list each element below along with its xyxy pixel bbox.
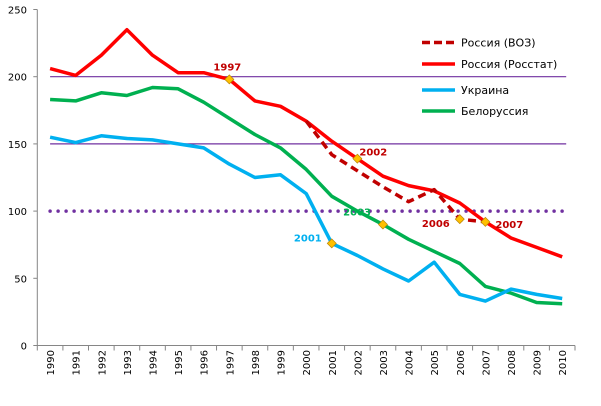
x-tick-label: 1996 bbox=[200, 350, 211, 375]
marker-2007 bbox=[480, 216, 491, 227]
legend-label-0: Россия (ВОЗ) bbox=[461, 37, 536, 50]
series-lines bbox=[49, 27, 563, 306]
marker-2003 bbox=[377, 219, 388, 230]
x-tick-label: 2001 bbox=[328, 350, 339, 375]
x-tick-label: 2005 bbox=[430, 350, 441, 375]
reference-lines bbox=[48, 76, 567, 213]
x-tick-label: 2002 bbox=[353, 350, 364, 375]
y-tick-label: 100 bbox=[8, 207, 27, 218]
x-tick-label: 1990 bbox=[46, 350, 57, 375]
annotation-label-2007: 2007 bbox=[495, 220, 523, 231]
y-tick-label: 250 bbox=[8, 6, 27, 17]
x-tick-label: 1999 bbox=[277, 350, 288, 375]
y-tick-label: 150 bbox=[8, 140, 27, 151]
series-line-belarus bbox=[50, 85, 563, 306]
x-tick-label: 2008 bbox=[507, 350, 518, 375]
x-tick-label: 1992 bbox=[97, 350, 108, 375]
annotation-label-2003: 2003 bbox=[343, 208, 371, 219]
y-tick-label: 200 bbox=[8, 73, 27, 84]
x-tick-label: 2004 bbox=[405, 350, 416, 375]
x-tick-label: 1991 bbox=[72, 350, 83, 375]
marker-2006 bbox=[454, 214, 465, 225]
series-line-ukraine bbox=[49, 134, 563, 303]
axes: 0 50 100 150 200 250 1990 1991 1992 1993 1994 1995 1… bbox=[8, 6, 576, 376]
x-tick-label: 1994 bbox=[149, 350, 160, 375]
legend-label-3: Белоруссия bbox=[461, 105, 528, 118]
marker-2001 bbox=[326, 238, 337, 249]
annotation-label-2006: 2006 bbox=[422, 219, 450, 230]
x-tick-label: 1997 bbox=[225, 350, 236, 375]
x-tick-label: 2000 bbox=[302, 350, 313, 375]
x-tick-label: 1995 bbox=[174, 350, 185, 375]
series-line-russia-who bbox=[304, 120, 486, 224]
annotation-label-2002: 2002 bbox=[359, 148, 387, 159]
legend-label-1: Россия (Росстат) bbox=[461, 58, 557, 71]
annotation-label-2001: 2001 bbox=[294, 233, 322, 244]
x-tick-label: 2009 bbox=[533, 350, 544, 375]
marker-1997 bbox=[224, 74, 235, 85]
x-tick-label: 2010 bbox=[558, 350, 569, 375]
legend-label-2: Украина bbox=[461, 84, 509, 97]
y-tick-label: 0 bbox=[21, 342, 27, 353]
marker-2002 bbox=[352, 153, 363, 164]
legend: Россия (ВОЗ) Россия (Росстат) Украина Белор… bbox=[422, 37, 557, 118]
x-tick-label: 2007 bbox=[481, 350, 492, 375]
x-tick-label: 1993 bbox=[123, 350, 134, 375]
x-tick-label: 1998 bbox=[251, 350, 262, 375]
x-tick-label: 2006 bbox=[456, 350, 467, 375]
y-tick-label: 50 bbox=[14, 274, 27, 285]
annotations: 1997 2002 2001 2003 2006 2007 bbox=[213, 62, 523, 249]
x-tick-label: 2003 bbox=[379, 350, 390, 375]
annotation-label-1997: 1997 bbox=[213, 62, 241, 73]
